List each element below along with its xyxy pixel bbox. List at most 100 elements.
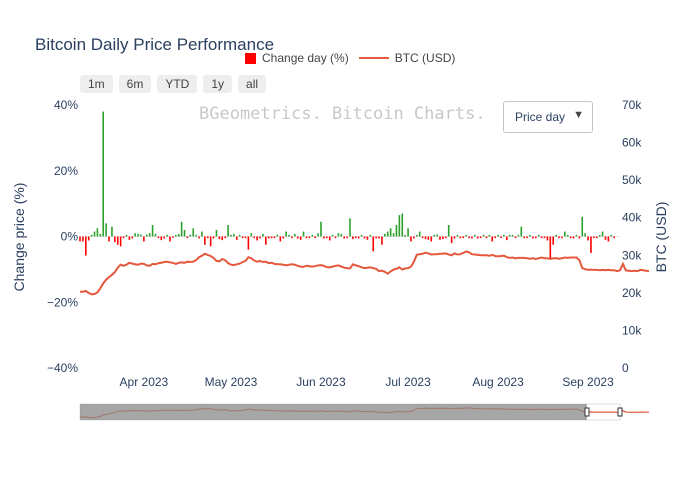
range-slider-handle-right[interactable] <box>617 407 623 417</box>
y-left-tick-label: 0% <box>61 230 79 244</box>
change-bar <box>511 234 514 237</box>
change-bar <box>206 236 209 239</box>
change-bar <box>320 221 322 237</box>
legend-label-change: Change day (%) <box>262 51 349 65</box>
change-bar <box>235 236 238 240</box>
change-bar <box>201 231 203 237</box>
y-axis-right-title: BTC (USD) <box>653 202 669 273</box>
change-bar <box>532 236 534 239</box>
change-bar <box>221 236 224 241</box>
change-bar <box>317 233 319 237</box>
legend-item-change[interactable]: Change day (%) <box>245 51 349 65</box>
legend-swatch-btc <box>358 57 389 59</box>
change-bar <box>282 236 285 239</box>
change-bar <box>404 234 406 237</box>
change-bar <box>352 236 354 240</box>
change-bar <box>90 234 93 237</box>
change-bar <box>166 234 168 237</box>
change-bar <box>378 236 380 239</box>
x-tick-label: May 2023 <box>205 375 258 389</box>
change-bar <box>137 233 139 237</box>
change-bar <box>517 234 520 237</box>
change-bar <box>508 234 511 237</box>
change-bar <box>160 236 163 241</box>
change-bar <box>276 234 279 237</box>
x-axis: Apr 2023 May 2023 Jun 2023 Jul 2023 Aug 2023… <box>120 375 615 389</box>
change-bar <box>474 234 476 237</box>
range-button-ytd[interactable]: YTD <box>157 75 198 93</box>
dropdown-arrow-icon: ▼ <box>573 109 584 121</box>
y-left-tick-label: −40% <box>47 361 78 375</box>
change-bar <box>355 236 357 239</box>
change-bar <box>552 236 555 245</box>
change-bar <box>558 236 560 239</box>
y-right-tick-label: 70k <box>622 98 642 112</box>
range-button-all[interactable]: all <box>238 75 267 93</box>
change-bar <box>491 236 494 242</box>
legend: Change day (%) BTC (USD) <box>245 51 455 65</box>
change-bar <box>128 236 131 240</box>
change-bar <box>151 224 154 237</box>
x-tick-label: Aug 2023 <box>472 375 524 389</box>
change-bar <box>79 236 81 242</box>
change-bar <box>381 236 383 245</box>
change-bar <box>520 226 523 237</box>
change-bar <box>122 236 125 239</box>
change-bar <box>415 234 418 237</box>
change-bar <box>224 236 226 239</box>
change-bar <box>360 234 363 237</box>
range-button-6m[interactable]: 6m <box>118 75 152 93</box>
change-bar <box>505 236 508 241</box>
dropdown-selected-label: Price day <box>515 110 566 124</box>
change-bar <box>102 111 105 237</box>
change-bar <box>392 233 395 237</box>
change-bar <box>334 236 337 239</box>
change-bar <box>398 215 401 237</box>
change-bar <box>445 236 447 239</box>
change-bar <box>241 236 244 239</box>
change-bar <box>114 236 116 243</box>
change-bar <box>175 234 177 237</box>
change-bar <box>590 236 592 253</box>
change-bar <box>442 236 444 240</box>
range-button-1y[interactable]: 1y <box>203 75 233 93</box>
change-bar <box>436 234 438 237</box>
change-bar <box>270 236 273 239</box>
change-bar <box>593 236 595 239</box>
change-bar <box>346 236 348 239</box>
change-bar <box>189 234 192 237</box>
change-bar <box>471 236 473 239</box>
change-bar <box>125 234 128 237</box>
y-right-tick-label: 50k <box>622 173 642 187</box>
change-bar <box>564 231 566 237</box>
change-bar <box>514 236 517 239</box>
change-bar <box>410 236 412 242</box>
change-bar <box>230 234 232 237</box>
legend-item-btc[interactable]: BTC (USD) <box>358 51 455 65</box>
change-bar <box>537 234 540 237</box>
change-bar <box>424 236 427 240</box>
change-bar <box>613 236 615 239</box>
change-bar <box>488 234 491 237</box>
change-bar <box>421 236 424 239</box>
change-bar <box>566 234 569 237</box>
price-type-dropdown[interactable]: Price day ▼ <box>503 101 593 133</box>
y-axis-left-title: Change price (%) <box>11 183 27 292</box>
change-bar <box>595 236 598 239</box>
x-tick-label: Sep 2023 <box>562 375 614 389</box>
change-bar <box>587 236 589 241</box>
chart-title: Bitcoin Daily Price Performance <box>35 35 275 54</box>
change-bar <box>575 234 578 237</box>
change-bar <box>363 236 366 239</box>
y-right-tick-label: 10k <box>622 323 642 337</box>
change-bar <box>601 231 604 237</box>
change-bar <box>244 236 247 239</box>
change-bar <box>485 236 488 239</box>
range-slider[interactable] <box>79 403 650 421</box>
y-axis-left: 40% 20% 0% −20% −40% <box>47 98 78 375</box>
change-bar <box>314 236 316 239</box>
change-bar <box>285 231 287 237</box>
change-bar <box>572 236 575 239</box>
range-slider-handle-left[interactable] <box>584 407 590 417</box>
range-button-1m[interactable]: 1m <box>80 75 113 93</box>
